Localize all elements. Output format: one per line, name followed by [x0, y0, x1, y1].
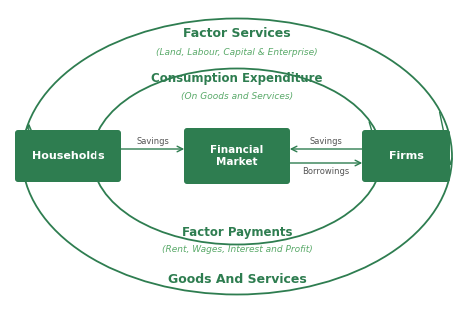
Text: (Rent, Wages, Interest and Profit): (Rent, Wages, Interest and Profit): [162, 245, 312, 254]
Text: Factor Payments: Factor Payments: [182, 226, 292, 239]
FancyBboxPatch shape: [362, 130, 450, 182]
Text: Financial
Market: Financial Market: [210, 145, 264, 167]
Text: Firms: Firms: [389, 151, 423, 161]
Text: (On Goods and Services): (On Goods and Services): [181, 92, 293, 101]
Text: Savings: Savings: [136, 136, 169, 146]
Text: Goods And Services: Goods And Services: [168, 273, 306, 286]
Text: Savings: Savings: [310, 136, 342, 146]
FancyBboxPatch shape: [184, 128, 290, 184]
Text: Households: Households: [32, 151, 104, 161]
Text: (Land, Labour, Capital & Enterprise): (Land, Labour, Capital & Enterprise): [156, 48, 318, 57]
Text: Borrowings: Borrowings: [302, 167, 350, 177]
Text: Consumption Expenditure: Consumption Expenditure: [151, 72, 323, 85]
FancyBboxPatch shape: [15, 130, 121, 182]
Text: Factor Services: Factor Services: [183, 27, 291, 40]
